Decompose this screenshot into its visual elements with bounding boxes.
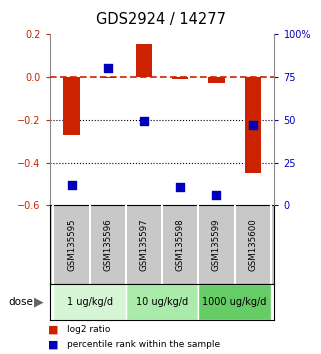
Point (105, 65, 110, 71)
Bar (172, 76, 188, 79)
Text: GSM135600: GSM135600 (248, 218, 257, 271)
Bar (53, 284, 126, 320)
Bar (136, 44, 152, 76)
Text: ■: ■ (48, 339, 59, 349)
Point (250, 122, 255, 127)
Text: 10 ug/kg/d: 10 ug/kg/d (136, 297, 188, 307)
Bar (126, 284, 198, 320)
Bar (245, 76, 261, 173)
Text: percentile rank within the sample: percentile rank within the sample (67, 340, 221, 349)
Point (214, 192, 219, 198)
Text: 1 ug/kg/d: 1 ug/kg/d (67, 297, 113, 307)
Text: GSM135598: GSM135598 (176, 218, 185, 271)
Point (142, 119, 147, 124)
Text: ■: ■ (48, 324, 59, 334)
Text: 1000 ug/kg/d: 1000 ug/kg/d (203, 297, 267, 307)
Bar (208, 76, 225, 83)
Point (178, 184, 183, 189)
Text: GSM135595: GSM135595 (67, 218, 76, 271)
Bar (63, 76, 80, 135)
Bar (198, 284, 271, 320)
Text: log2 ratio: log2 ratio (67, 325, 111, 334)
Text: GSM135597: GSM135597 (140, 218, 149, 271)
Point (69, 182, 74, 188)
Text: GDS2924 / 14277: GDS2924 / 14277 (96, 12, 225, 27)
Text: GSM135599: GSM135599 (212, 219, 221, 271)
Text: ▶: ▶ (34, 296, 43, 309)
Text: GSM135596: GSM135596 (103, 218, 112, 271)
Text: dose: dose (8, 297, 33, 307)
Bar (100, 76, 116, 78)
